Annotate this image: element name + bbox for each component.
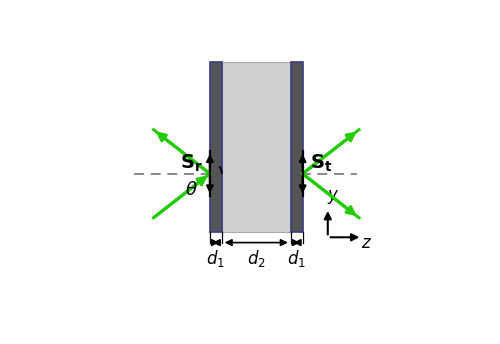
Bar xyxy=(222,63,290,232)
Text: $z$: $z$ xyxy=(362,234,372,251)
Text: $d_1$: $d_1$ xyxy=(206,248,226,269)
Bar xyxy=(290,63,302,232)
Text: $\mathbf{S_t}$: $\mathbf{S_t}$ xyxy=(310,152,332,174)
Text: $d_2$: $d_2$ xyxy=(247,248,266,269)
Text: $d_1$: $d_1$ xyxy=(287,248,306,269)
Text: $\theta$: $\theta$ xyxy=(185,181,198,198)
Text: $y$: $y$ xyxy=(328,187,340,205)
Text: $\mathbf{S_r}$: $\mathbf{S_r}$ xyxy=(180,152,203,174)
Bar xyxy=(210,63,222,232)
